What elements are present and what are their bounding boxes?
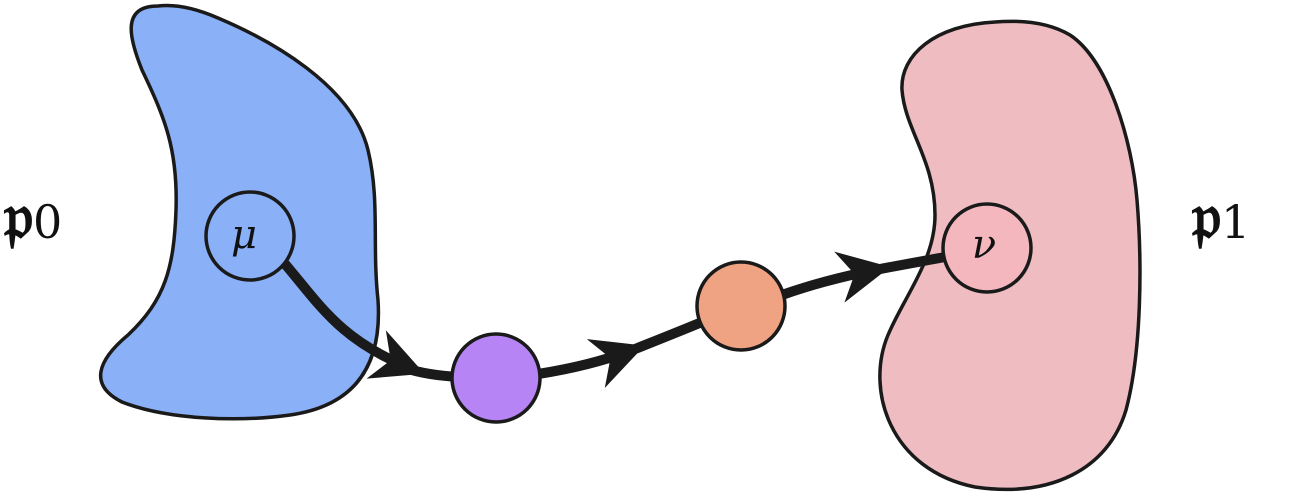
left-set-symbol: 𝔭 xyxy=(3,179,33,254)
intermediate-point-2 xyxy=(695,260,787,352)
path-segment-6 xyxy=(865,252,950,276)
source-point xyxy=(204,190,296,282)
right-set-subscript: 1 xyxy=(1221,195,1250,249)
left-set-label: 𝔭0 xyxy=(3,179,62,254)
left-set-subscript: 0 xyxy=(33,195,62,249)
source-point-label: μ xyxy=(231,212,257,258)
right-set-label: 𝔭1 xyxy=(1191,179,1250,254)
path-segment-4 xyxy=(620,317,707,358)
intermediate-point-1 xyxy=(450,332,542,424)
target-point-label: ν xyxy=(972,222,996,268)
path-segment-5 xyxy=(777,251,891,303)
right-set-symbol: 𝔭 xyxy=(1191,179,1221,254)
path-segment-1 xyxy=(280,259,425,379)
path-segment-3 xyxy=(533,339,645,388)
target-point xyxy=(941,202,1033,294)
